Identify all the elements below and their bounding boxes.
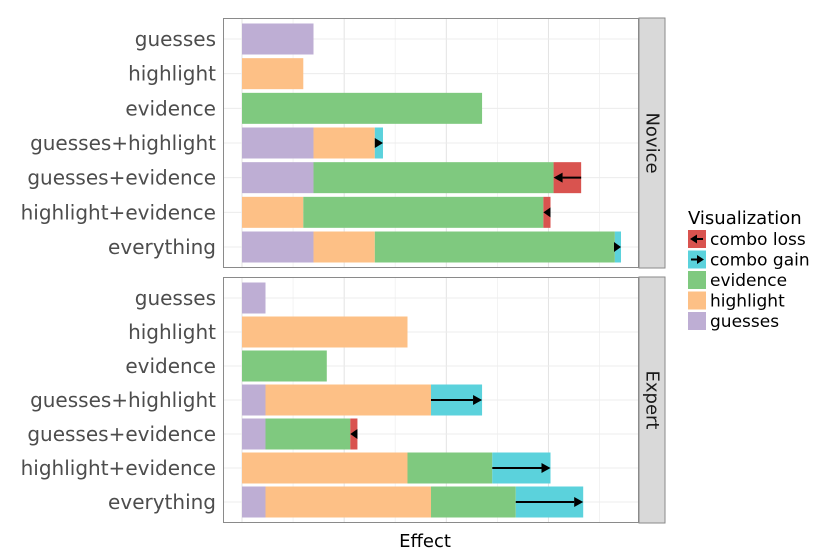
bar-segment-highlight <box>242 452 408 484</box>
bar-row-everything <box>242 231 621 263</box>
panel-expert: guesses highlight evidence guesses+highligh… <box>21 276 666 524</box>
facet-label-expert: Expert <box>642 371 663 430</box>
bar-row-everything <box>242 486 584 518</box>
bar-segment-guesses <box>242 384 266 416</box>
chart-panels: guesses highlight evidence guesses+highligh… <box>21 17 666 524</box>
bar-row-guesses-evidence <box>242 162 582 194</box>
y-tick-label: everything <box>108 490 216 514</box>
facet-strip <box>638 276 666 524</box>
combo-arrow-head <box>374 138 383 148</box>
legend-title: Visualization <box>688 208 802 229</box>
legend-label: highlight <box>710 292 785 312</box>
bar-segment-highlight <box>265 384 431 416</box>
legend-label: combo loss <box>710 230 806 250</box>
combo-arrow-head <box>543 207 551 218</box>
bar-segment-evidence <box>430 486 516 518</box>
combo-arrow-head <box>541 463 551 473</box>
y-tick-label: everything <box>108 235 216 259</box>
bar-segment-evidence <box>313 162 554 194</box>
y-tick-label: guesses+highlight <box>30 131 216 155</box>
bar-segment-evidence <box>242 350 327 382</box>
y-tick-label: evidence <box>125 354 216 378</box>
panel-novice: guesses highlight evidence guesses+highligh… <box>21 17 666 269</box>
y-tick-label: guesses+evidence <box>27 422 216 446</box>
combo-arrow-head <box>553 172 563 183</box>
legend-arrow-head <box>690 234 697 244</box>
bar-row-guesses-evidence <box>242 418 358 450</box>
combo-arrow-head <box>574 497 584 507</box>
bar-row-highlight <box>242 316 408 348</box>
y-tick-label: highlight <box>128 62 216 86</box>
bar-row-highlight-evidence <box>242 196 551 228</box>
bar-segment-guesses <box>242 127 314 159</box>
bar-row-highlight-evidence <box>242 452 551 484</box>
bar-segment-highlight <box>265 486 431 518</box>
facet-strip <box>638 17 666 269</box>
bar-segment-evidence <box>374 231 615 263</box>
bar-segment-highlight <box>242 316 408 348</box>
bar-segment-guesses <box>242 23 314 55</box>
bar-segment-guesses <box>242 162 314 194</box>
bar-row-evidence <box>242 350 327 382</box>
combo-arrow-head <box>350 429 358 439</box>
legend-swatch <box>688 312 706 330</box>
bar-segment-evidence <box>407 452 493 484</box>
y-tick-label: highlight <box>128 320 216 344</box>
bar-segment-guesses <box>242 231 314 263</box>
bar-row-guesses-highlight <box>242 127 383 159</box>
bar-row-guesses-highlight <box>242 384 483 416</box>
bar-segment-guesses <box>242 418 266 450</box>
legend-item-combo-gain: combo gain <box>688 250 810 271</box>
bar-segment-highlight <box>313 127 375 159</box>
facet-label-novice: Novice <box>642 112 663 173</box>
legend-label: guesses <box>710 312 779 332</box>
legend-arrow-head <box>697 255 704 264</box>
bar-segment-guesses <box>242 282 266 314</box>
combo-arrow-head <box>614 242 621 252</box>
legend-swatch <box>688 291 706 310</box>
combo-arrow-head <box>473 395 483 405</box>
legend-item-highlight: highlight <box>688 291 785 312</box>
y-tick-label: highlight+evidence <box>21 200 216 224</box>
bar-segment-guesses <box>242 486 266 518</box>
bar-segment-highlight <box>242 58 304 90</box>
bar-row-highlight <box>242 58 304 90</box>
legend-swatch <box>688 271 706 289</box>
y-tick-label: guesses <box>135 27 216 51</box>
legend-item-guesses: guesses <box>688 312 779 332</box>
legend-item-combo-loss: combo loss <box>688 230 806 250</box>
y-tick-label: guesses <box>135 286 216 310</box>
bar-segment-evidence <box>265 418 351 450</box>
y-tick-label: guesses+evidence <box>27 166 216 190</box>
bar-row-guesses <box>242 282 266 314</box>
bar-row-evidence <box>242 92 483 124</box>
bar-row-guesses <box>242 23 314 55</box>
y-tick-label: guesses+highlight <box>30 388 216 412</box>
bar-segment-evidence <box>303 196 544 228</box>
legend-item-evidence: evidence <box>688 271 787 291</box>
bar-segment-highlight <box>313 231 375 263</box>
legend-label: combo gain <box>710 251 810 271</box>
bar-segment-evidence <box>242 92 483 124</box>
y-tick-label: evidence <box>125 96 216 120</box>
x-axis-title: Effect <box>399 531 451 552</box>
y-tick-label: highlight+evidence <box>21 456 216 480</box>
legend-label: evidence <box>710 271 787 291</box>
bar-segment-highlight <box>242 196 304 228</box>
